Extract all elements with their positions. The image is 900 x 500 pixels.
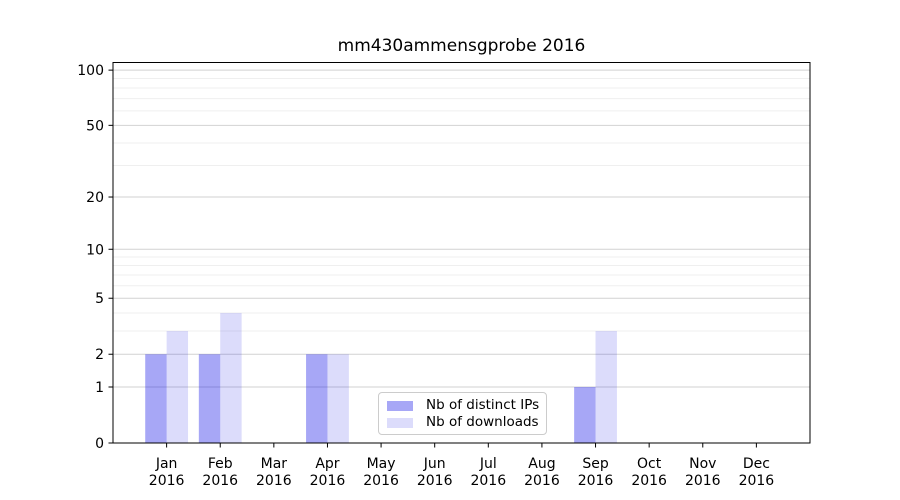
x-tick-label-year: 2016 (685, 473, 721, 489)
x-tick-label-month: Sep (582, 456, 609, 472)
x-tick-label-year: 2016 (417, 473, 453, 489)
x-tick-label-month: Apr (315, 456, 339, 472)
x-tick-label-year: 2016 (256, 473, 292, 489)
x-tick-label-year: 2016 (524, 473, 560, 489)
x-tick-label-month: Aug (528, 456, 555, 472)
bar-distinct-ips-feb (198, 354, 221, 443)
y-tick-label: 10 (86, 242, 104, 258)
y-tick-label: 100 (77, 63, 104, 79)
legend-swatch-downloads (387, 417, 413, 428)
bar-distinct-ips-apr (306, 354, 328, 443)
x-tick-label-year: 2016 (631, 473, 667, 489)
x-tick-label-year: 2016 (363, 473, 399, 489)
x-tick-label-month: Oct (637, 456, 662, 472)
legend-swatch-distinct-ips (387, 400, 413, 411)
x-tick-label-month: Mar (261, 456, 288, 472)
bar-downloads-feb (220, 312, 242, 443)
bar-downloads-sep (595, 330, 617, 443)
x-tick-label-month: Jan (155, 456, 178, 472)
y-tick-label: 20 (86, 190, 104, 206)
y-tick-label: 5 (95, 291, 104, 307)
y-tick-label: 50 (86, 118, 104, 134)
x-tick-label-year: 2016 (149, 473, 185, 489)
x-tick-label-month: Nov (689, 456, 716, 472)
y-tick-label: 2 (95, 347, 104, 363)
legend-label-downloads: Nb of downloads (426, 414, 539, 430)
x-tick-label-month: May (367, 456, 396, 472)
y-tick-label: 1 (95, 380, 104, 396)
x-tick-label-year: 2016 (578, 473, 614, 489)
legend-item-distinct-ips: Nb of distinct IPs (387, 397, 546, 414)
x-tick-label-month: Dec (743, 456, 770, 472)
x-tick-label-month: Feb (208, 456, 233, 472)
x-tick-label-year: 2016 (739, 473, 775, 489)
y-tick-label: 0 (95, 436, 104, 452)
bar-downloads-jan (166, 330, 189, 443)
bar-downloads-apr (327, 354, 349, 443)
legend: Nb of distinct IPs Nb of downloads (378, 392, 547, 435)
bar-distinct-ips-jan (145, 354, 167, 443)
x-tick-label-year: 2016 (310, 473, 346, 489)
plot-border (112, 62, 811, 444)
x-tick-label-month: Jun (423, 456, 446, 472)
x-tick-label-month: Jul (479, 456, 497, 472)
legend-item-downloads: Nb of downloads (387, 414, 546, 431)
x-tick-label-year: 2016 (202, 473, 238, 489)
bar-distinct-ips-sep (574, 386, 596, 443)
legend-label-distinct-ips: Nb of distinct IPs (426, 397, 540, 413)
chart-title: mm430ammensgprobe 2016 (337, 36, 586, 56)
x-tick-label-year: 2016 (470, 473, 506, 489)
